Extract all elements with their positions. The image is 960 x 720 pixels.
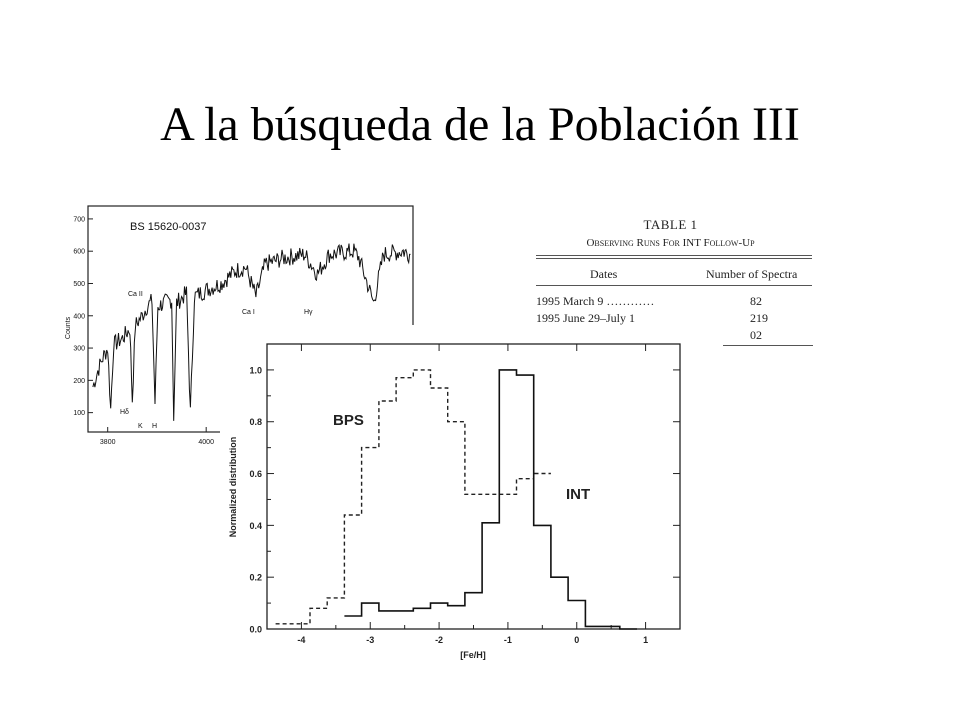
annotation-k: K <box>138 423 143 430</box>
table-row-2-date: 1995 June 29–July 1 <box>536 311 635 325</box>
spectrum-y-tick-label: 400 <box>73 313 85 320</box>
table-rule-top <box>536 255 812 256</box>
annotation-ca-i: Ca I <box>242 309 255 316</box>
spectrum-y-tick-label: 300 <box>73 346 85 353</box>
table-rule-mid <box>536 285 812 286</box>
distribution-x-tick-label: -2 <box>435 635 443 645</box>
spectrum-x-tick-label: 3800 <box>100 439 116 446</box>
distribution-y-tick-label: 1.0 <box>249 365 262 375</box>
spectrum-y-tick-label: 500 <box>73 281 85 288</box>
table-header-count: Number of Spectra <box>706 267 798 281</box>
table-row-1-count: 82 <box>750 294 762 308</box>
distribution-x-label: [Fe/H] <box>460 650 486 660</box>
annotation-h-delta: Hδ <box>120 409 129 416</box>
spectrum-y-tick-label: 100 <box>73 410 85 417</box>
distribution-frame <box>266 343 681 630</box>
distribution-y-tick-label: 0.8 <box>249 417 262 427</box>
spectrum-title: BS 15620-0037 <box>130 221 206 233</box>
distribution-x-tick-label: -4 <box>297 635 305 645</box>
spectrum-x-tick-label: 4000 <box>198 439 214 446</box>
spectrum-y-tick-label: 200 <box>73 378 85 385</box>
table-row-1-date: 1995 March 9 ………… <box>536 294 655 308</box>
table-row-3-count: 02 <box>750 328 762 342</box>
distribution-y-tick-label: 0.0 <box>249 625 262 635</box>
distribution-x-tick-label: 0 <box>574 635 579 645</box>
spectrum-series-line <box>92 243 411 421</box>
distribution-y-tick-label: 0.2 <box>249 573 262 583</box>
distribution-y-tick-label: 0.4 <box>249 521 262 531</box>
distribution-y-tick-label: 0.6 <box>249 469 262 479</box>
spectrum-y-tick-label: 700 <box>73 216 85 223</box>
spectrum-y-label: Counts <box>65 316 72 339</box>
distribution-x-tick-label: 1 <box>643 635 648 645</box>
distribution-y-label: Normalized distribution <box>228 437 238 538</box>
table-title: TABLE 1 <box>643 217 698 232</box>
table-rule-bottom <box>723 345 813 346</box>
distribution-chart: 0.0 0.2 0.4 0.6 0.8 1.0 -4 -3 -2 -1 0 1 BPS INT No… <box>228 343 681 660</box>
series-bps-line <box>275 369 551 625</box>
annotation-h-gamma: Hγ <box>304 309 313 316</box>
table-row-2-count: 219 <box>750 311 768 325</box>
table-header-dates: Dates <box>590 267 618 281</box>
distribution-x-tick-label: -1 <box>504 635 512 645</box>
annotation-h: H <box>152 423 157 430</box>
annotation-ca-ii: Ca II <box>128 291 143 298</box>
table-subtitle: Observing Runs For INT Follow-Up <box>586 237 755 249</box>
spectrum-y-tick-label: 600 <box>73 249 85 256</box>
series-int-label: INT <box>566 486 590 503</box>
series-bps-label: BPS <box>333 412 364 429</box>
distribution-x-tick-label: -3 <box>366 635 374 645</box>
metallicity-distribution-plot: 0.0 0.2 0.4 0.6 0.8 1.0 -4 -3 -2 -1 0 1 BPS INT No… <box>220 325 690 660</box>
table-rule-top-double <box>536 258 812 259</box>
series-int-line <box>344 369 637 630</box>
slide-title: A la búsqueda de la Población III <box>160 98 800 151</box>
